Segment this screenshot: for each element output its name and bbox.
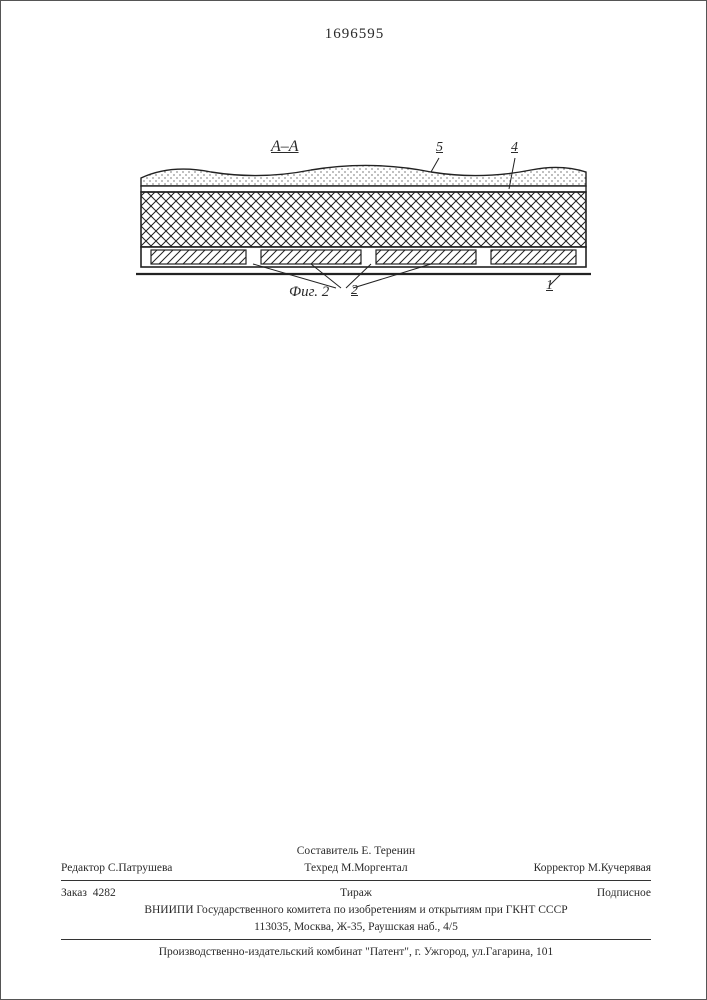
callout-5: 5: [436, 140, 443, 156]
colophon: Составитель Е. Теренин Редактор С.Патруш…: [61, 843, 651, 961]
figure-caption: Фиг. 2: [289, 284, 329, 301]
techred-name: М.Моргентал: [341, 862, 407, 874]
corrector-label: Корректор: [534, 862, 585, 874]
page-frame: 1696595 А–А 5 4 1 2: [0, 0, 707, 1000]
compiler-name: Е. Теренин: [361, 845, 415, 857]
org-line-2: 113035, Москва, Ж-35, Раушская наб., 4/5: [61, 919, 651, 936]
order-no: 4282: [93, 887, 116, 899]
corrector-name: М.Кучерявая: [588, 862, 651, 874]
compiler-label: Составитель: [297, 845, 359, 857]
editor-label: Редактор: [61, 862, 105, 874]
techred-label: Техред: [304, 862, 338, 874]
callout-2: 2: [351, 283, 358, 299]
patent-number: 1696595: [1, 26, 707, 43]
printer-line: Производственно-издательский комбинат "П…: [61, 944, 651, 961]
tirage-label: Тираж: [258, 885, 455, 902]
cross-section-svg: [131, 156, 601, 301]
editor-name: С.Патрушева: [108, 862, 173, 874]
section-label: А–А: [271, 138, 299, 156]
figure-2: А–А 5 4 1 2: [131, 156, 601, 336]
callout-4: 4: [511, 140, 518, 156]
org-line-1: ВНИИПИ Государственного комитета по изоб…: [61, 902, 651, 919]
sub-label: Подписное: [454, 885, 651, 902]
order-label: Заказ: [61, 887, 87, 899]
callout-1: 1: [546, 278, 553, 294]
